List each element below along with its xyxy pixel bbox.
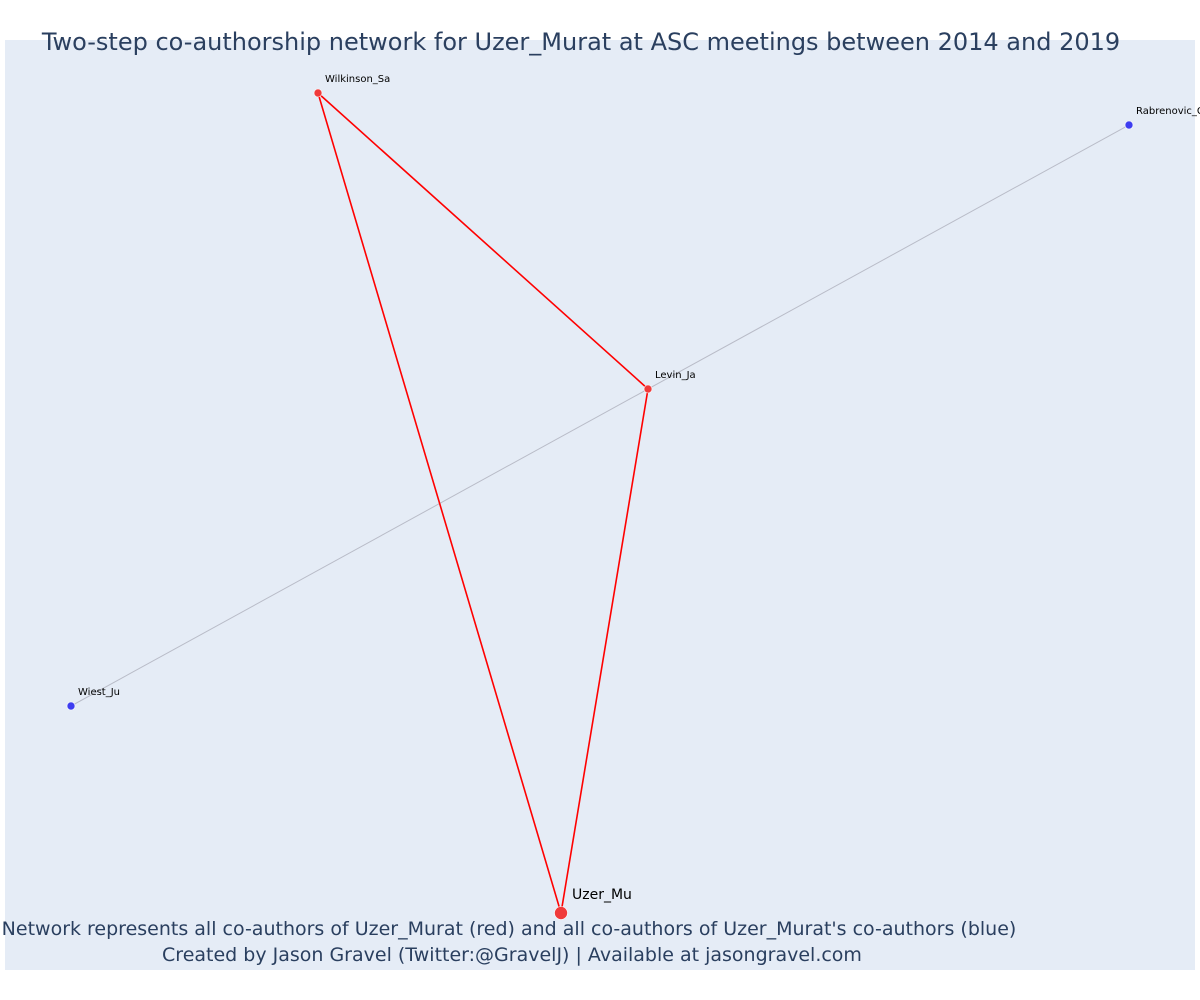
node-uzer[interactable] [554,906,568,920]
caption-description: Network represents all co-authors of Uze… [1,918,1017,940]
node-levin[interactable] [643,384,653,394]
node-label-wilkinson: Wilkinson_Sa [325,74,390,85]
node-label-levin: Levin_Ja [655,370,696,381]
edge-uzer-wilkinson [317,92,562,914]
plot-area [5,40,1195,970]
node-wilkinson[interactable] [313,88,323,98]
edge-levin-rabrenovic [647,124,1130,390]
caption-credit: Created by Jason Gravel (Twitter:@Gravel… [162,944,862,966]
nodes-layer [66,88,1134,920]
edges-layer [70,92,1130,914]
node-label-wiest: Wiest_Ju [78,687,120,698]
edge-uzer-levin [560,388,649,914]
edge-wilkinson-levin [317,92,649,390]
edge-wiest-levin [70,388,649,707]
node-label-uzer: Uzer_Mu [572,887,632,903]
labels-layer: Uzer_Mu Wilkinson_Sa Levin_Ja Rabrenovic_G W… [78,74,1200,903]
node-rabrenovic[interactable] [1124,120,1134,130]
node-label-rabrenovic: Rabrenovic_G [1136,106,1200,117]
node-wiest[interactable] [66,701,76,711]
chart-title: Two-step co-authorship network for Uzer_… [41,28,1121,56]
